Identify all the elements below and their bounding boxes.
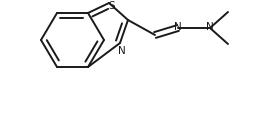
Text: N: N [206,22,214,32]
Text: S: S [109,1,115,11]
Text: N: N [174,22,182,32]
Text: N: N [118,46,126,56]
